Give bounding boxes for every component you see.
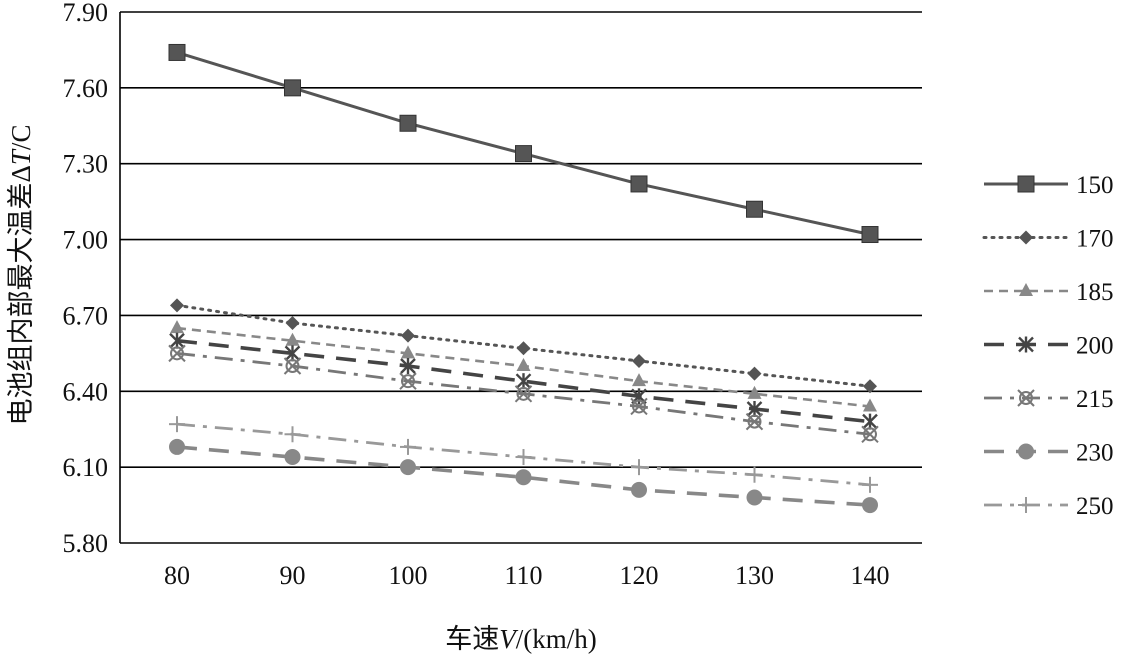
data-point <box>747 385 762 399</box>
data-point <box>746 489 763 506</box>
data-point <box>284 449 301 466</box>
legend-label: 250 <box>1076 493 1114 520</box>
legend-label: 150 <box>1076 172 1114 199</box>
legend-item: 170 <box>982 226 1114 253</box>
y-tick-label: 5.80 <box>63 529 109 558</box>
legend-marker <box>1018 336 1034 353</box>
data-point <box>631 459 647 476</box>
data-point <box>516 341 531 356</box>
data-point <box>745 412 764 431</box>
data-point <box>169 332 185 349</box>
series-150 <box>168 43 879 244</box>
legend-marker <box>1019 283 1033 296</box>
data-point <box>400 438 416 455</box>
data-point <box>401 345 415 359</box>
data-point <box>168 344 186 363</box>
legend-item: 230 <box>984 440 1114 467</box>
y-tick-label: 6.70 <box>63 301 109 330</box>
data-point <box>284 426 301 443</box>
data-point <box>862 497 878 514</box>
x-tick-label: 120 <box>620 561 659 590</box>
data-point <box>746 200 763 218</box>
legend-label: 185 <box>1076 279 1114 306</box>
x-tick-label: 110 <box>504 561 542 590</box>
data-point <box>630 175 648 193</box>
y-tick-label: 7.00 <box>63 226 109 255</box>
legend-item: 200 <box>984 333 1114 360</box>
data-point <box>632 373 646 387</box>
y-tick-label: 6.40 <box>63 377 109 406</box>
series-200 <box>169 332 878 430</box>
series-170 <box>170 298 877 394</box>
data-point <box>632 353 646 368</box>
series-line <box>176 51 871 236</box>
data-point <box>630 397 648 416</box>
data-point <box>514 385 533 403</box>
data-point <box>862 476 878 493</box>
data-point <box>170 320 184 334</box>
series-185 <box>170 320 877 412</box>
data-point <box>169 416 185 433</box>
data-point <box>746 400 763 417</box>
data-point <box>746 466 763 483</box>
legend-item: 185 <box>984 279 1114 306</box>
legend-marker <box>1017 389 1035 407</box>
data-point <box>515 145 532 163</box>
data-point <box>631 481 647 498</box>
data-point <box>515 469 532 486</box>
legend: 150 170 185 200 215 230 250 <box>982 172 1114 520</box>
x-tick-label: 130 <box>735 561 774 590</box>
x-tick-label: 140 <box>851 561 890 590</box>
data-point <box>399 114 417 132</box>
data-point <box>747 366 762 381</box>
data-point <box>400 358 416 374</box>
legend-label: 215 <box>1076 386 1114 413</box>
y-tick-label: 6.10 <box>63 453 109 482</box>
data-point <box>284 345 301 362</box>
legend-label: 170 <box>1076 226 1114 253</box>
data-point <box>863 379 877 394</box>
data-point <box>515 449 532 466</box>
data-point <box>285 316 300 331</box>
data-point <box>863 398 877 412</box>
data-point <box>399 372 417 390</box>
series-215 <box>168 344 879 443</box>
data-point <box>401 328 415 343</box>
y-tick-label: 7.60 <box>63 74 109 103</box>
data-point <box>284 79 301 97</box>
data-point <box>285 332 300 346</box>
data-point <box>515 373 532 390</box>
legend-item: 250 <box>984 493 1114 520</box>
x-tick-label: 90 <box>280 561 306 590</box>
y-tick-label: 7.30 <box>63 150 109 179</box>
data-point <box>283 357 302 375</box>
data-point <box>862 413 878 430</box>
legend-item: 215 <box>984 386 1114 413</box>
y-axis-title: 电池组内部最大温差ΔT/C <box>6 125 36 426</box>
data-point <box>861 425 879 443</box>
x-tick-label: 100 <box>389 561 428 590</box>
data-point <box>170 298 184 313</box>
x-axis-title: 车速V/(km/h) <box>445 624 597 654</box>
y-tick-label: 7.90 <box>63 0 109 27</box>
legend-marker <box>1018 497 1034 513</box>
series-230 <box>169 438 878 514</box>
data-point <box>516 358 531 371</box>
legend-item: 150 <box>984 172 1114 199</box>
legend-label: 230 <box>1076 440 1114 467</box>
legend-marker <box>1017 175 1035 193</box>
data-point <box>400 459 416 476</box>
legend-marker <box>1018 443 1034 460</box>
data-point <box>169 438 185 455</box>
x-tick-label: 80 <box>164 561 190 590</box>
series-250 <box>169 416 878 493</box>
legend-marker <box>1019 230 1033 245</box>
legend-label: 200 <box>1076 333 1114 360</box>
data-point <box>861 226 879 244</box>
data-point <box>168 43 186 61</box>
